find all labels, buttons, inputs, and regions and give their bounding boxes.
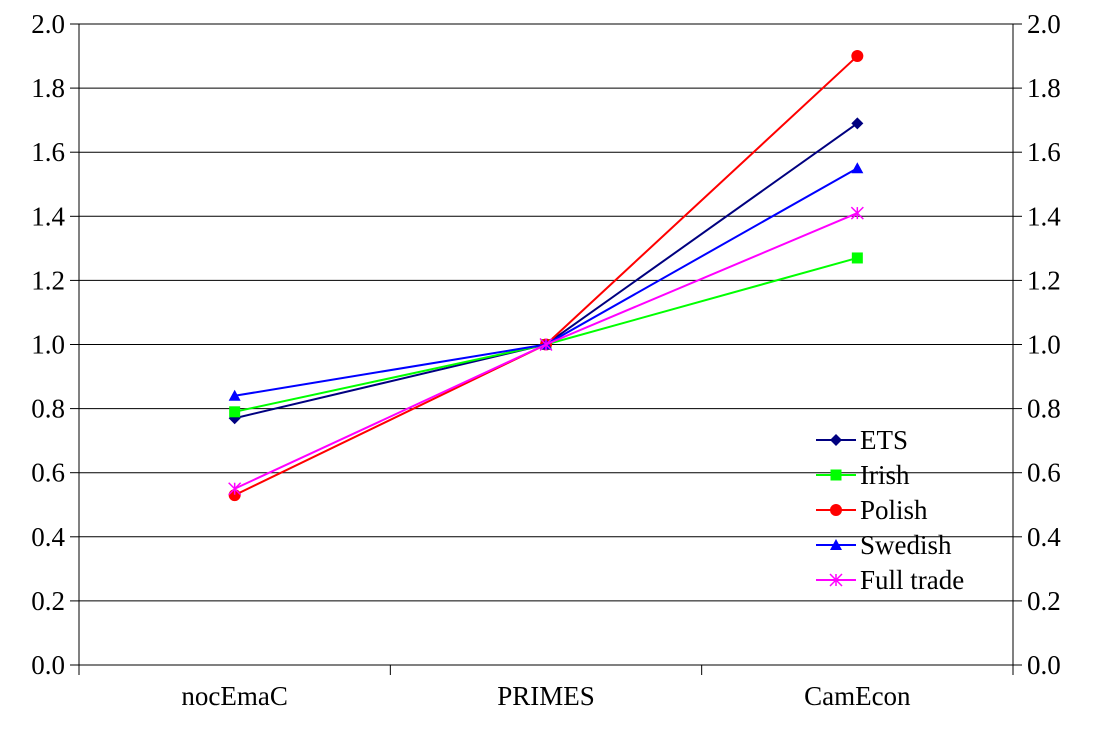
y-tick-label-left: 0.0	[31, 650, 65, 680]
y-tick-label-left: 0.6	[31, 458, 65, 488]
legend-entry: Swedish	[816, 530, 952, 560]
y-tick-label-left: 2.0	[31, 9, 65, 39]
legend: ETS Irish Polish Swedish Full trade	[816, 425, 964, 595]
y-tick-label-right: 0.0	[1027, 650, 1061, 680]
y-tick-label-right: 1.6	[1027, 137, 1061, 167]
series-ets	[228, 117, 864, 425]
legend-label: Swedish	[860, 530, 952, 560]
marker-asterisk	[539, 337, 553, 352]
y-axis-right-ticks: 0.0 0.2 0.4 0.6 0.8 1.0 1.2 1.4 1.6 1.8 2.0	[1013, 9, 1061, 680]
y-tick-label-right: 1.8	[1027, 73, 1061, 103]
y-tick-label-right: 2.0	[1027, 9, 1061, 39]
marker-asterisk	[228, 482, 242, 496]
x-tick-label: CamEcon	[804, 681, 911, 711]
legend-label: ETS	[860, 425, 908, 455]
series-irish	[229, 252, 863, 418]
legend-entry: Full trade	[816, 565, 964, 595]
y-tick-label-right: 0.8	[1027, 394, 1061, 424]
series-line	[234, 122, 858, 420]
legend-label: Full trade	[860, 565, 964, 595]
x-axis-ticks: nocEmaC PRIMES CamEcon	[78, 665, 1014, 711]
legend-entry: Polish	[816, 495, 928, 525]
marker-asterisk	[850, 206, 864, 220]
y-tick-label-left: 0.4	[31, 522, 65, 552]
series-full-trade	[228, 206, 864, 496]
y-tick-label-left: 0.8	[31, 394, 65, 424]
x-tick-label: PRIMES	[497, 681, 595, 711]
y-tick-label-left: 1.2	[31, 265, 65, 295]
y-tick-label-right: 1.2	[1027, 265, 1061, 295]
legend-entry: ETS	[816, 425, 908, 455]
marker-diamond	[851, 117, 864, 130]
marker-square	[830, 469, 842, 481]
marker-circle	[851, 50, 864, 63]
series-polish	[228, 50, 864, 502]
marker-square	[851, 252, 863, 264]
y-tick-label-left: 1.6	[31, 137, 65, 167]
y-tick-label-right: 1.0	[1027, 330, 1061, 360]
y-tick-label-left: 1.4	[31, 201, 65, 231]
y-axis-left-ticks: 0.0 0.2 0.4 0.6 0.8 1.0 1.2 1.4 1.6 1.8 2.0	[31, 9, 79, 680]
marker-asterisk	[829, 573, 843, 587]
series-line	[234, 167, 858, 397]
legend-label: Polish	[860, 495, 928, 525]
legend-entry: Irish	[816, 460, 910, 490]
legend-label: Irish	[860, 460, 910, 490]
series-line	[234, 257, 858, 413]
marker-triangle	[830, 539, 842, 550]
marker-triangle	[228, 389, 241, 401]
y-tick-label-left: 1.0	[31, 330, 65, 360]
marker-circle	[830, 504, 842, 516]
series-swedish	[228, 162, 864, 401]
y-tick-label-right: 0.2	[1027, 586, 1061, 616]
series-group	[228, 50, 864, 502]
marker-triangle	[851, 162, 864, 174]
series-line	[234, 212, 858, 490]
y-tick-label-left: 1.8	[31, 73, 65, 103]
marker-square	[229, 406, 241, 418]
series-line	[234, 55, 859, 497]
marker-diamond	[830, 434, 842, 446]
y-tick-label-right: 0.4	[1027, 522, 1061, 552]
y-tick-label-left: 0.2	[31, 586, 65, 616]
x-tick-label: nocEmaC	[181, 681, 287, 711]
y-tick-label-right: 1.4	[1027, 201, 1061, 231]
y-tick-label-right: 0.6	[1027, 458, 1061, 488]
